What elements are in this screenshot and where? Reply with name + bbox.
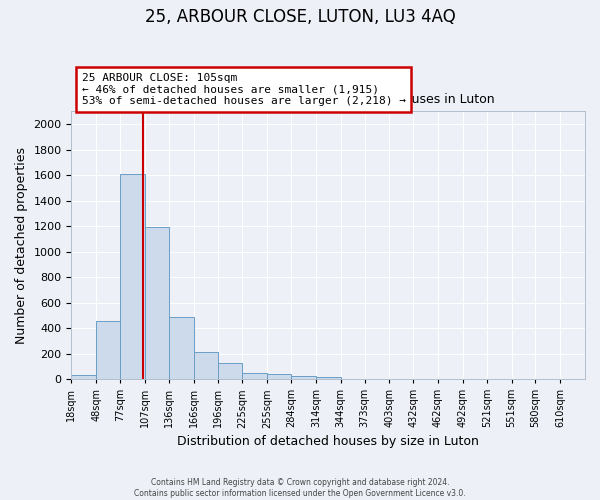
Bar: [218, 363, 242, 379]
Bar: [194, 352, 218, 379]
Y-axis label: Number of detached properties: Number of detached properties: [15, 146, 28, 344]
Bar: [316, 377, 341, 379]
Bar: [96, 321, 120, 379]
Bar: [71, 374, 96, 379]
Bar: [145, 226, 169, 379]
Text: Contains HM Land Registry data © Crown copyright and database right 2024.
Contai: Contains HM Land Registry data © Crown c…: [134, 478, 466, 498]
X-axis label: Distribution of detached houses by size in Luton: Distribution of detached houses by size …: [177, 434, 479, 448]
Bar: [291, 376, 316, 379]
Bar: [120, 174, 145, 379]
Text: 25, ARBOUR CLOSE, LUTON, LU3 4AQ: 25, ARBOUR CLOSE, LUTON, LU3 4AQ: [145, 8, 455, 26]
Title: Size of property relative to detached houses in Luton: Size of property relative to detached ho…: [162, 93, 494, 106]
Text: 25 ARBOUR CLOSE: 105sqm
← 46% of detached houses are smaller (1,915)
53% of semi: 25 ARBOUR CLOSE: 105sqm ← 46% of detache…: [82, 73, 406, 106]
Bar: [169, 316, 194, 379]
Bar: [242, 372, 267, 379]
Bar: [267, 374, 291, 379]
